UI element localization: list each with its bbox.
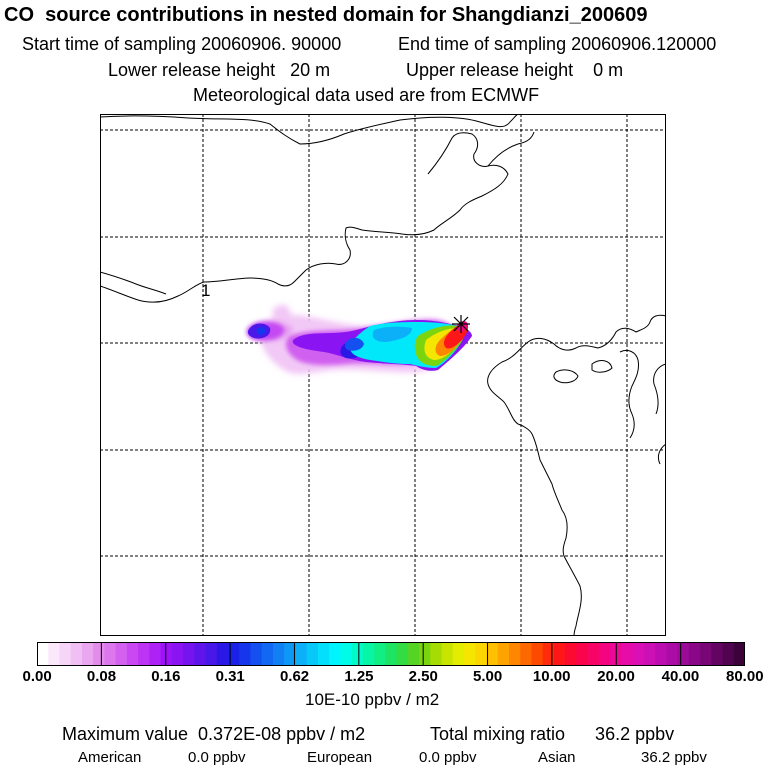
meteorological-data-label: Meteorological data used are from ECMWF: [193, 85, 540, 105]
receptor-marker: [452, 315, 470, 333]
colorbar-tick-label: 0.62: [279, 668, 310, 685]
colorbar: [37, 642, 745, 666]
asian-value: 36.2 ppbv: [641, 749, 707, 766]
map-grid: [100, 114, 666, 636]
colorbar-cell: [441, 642, 454, 666]
colorbar-cell: [81, 642, 94, 666]
colorbar-cell: [666, 642, 679, 666]
colorbar-cell: [216, 642, 229, 666]
coastlines: [100, 114, 666, 636]
lower-release-height-label: Lower release height 20 m: [108, 60, 331, 80]
colorbar-cell: [273, 642, 285, 666]
contour-label: 1: [201, 281, 210, 300]
colorbar-cell: [475, 642, 488, 666]
colorbar-cell: [239, 642, 252, 666]
colorbar-cell: [542, 642, 555, 666]
american-label: American: [78, 749, 142, 766]
colorbar-cell: [183, 642, 195, 666]
colorbar-cell: [655, 642, 667, 666]
colorbar-cell: [632, 642, 645, 666]
colorbar-cell: [138, 642, 150, 666]
colorbar-cell: [317, 642, 330, 666]
colorbar-cell: [553, 642, 566, 666]
colorbar-cell: [126, 642, 139, 666]
total-mixing-ratio-label: Total mixing ratio 36.2 ppbv: [430, 724, 675, 744]
map-panel: 1: [100, 114, 666, 636]
colorbar-tick-label: 0.16: [151, 668, 181, 685]
colorbar-cell: [452, 642, 465, 666]
colorbar-unit-label: 10E-10 ppbv / m2: [305, 690, 440, 709]
colorbar-cell: [509, 642, 521, 666]
colorbar-cell: [722, 642, 735, 666]
colorbar-cell: [306, 642, 319, 666]
colorbar-cell: [486, 642, 499, 666]
asian-label: Asian: [538, 749, 576, 766]
colorbar-cell: [407, 642, 420, 666]
colorbar-cell: [284, 642, 297, 666]
colorbar-tick-label: 0.31: [215, 668, 245, 685]
colorbar-cell: [464, 642, 476, 666]
colorbar-tick-label: 2.50: [408, 668, 438, 685]
colorbar-cell: [700, 642, 712, 666]
colorbar-tick-label: 1.25: [344, 668, 374, 685]
colorbar-tick-label: 20.00: [597, 668, 635, 685]
colorbar-cell: [396, 642, 409, 666]
colorbar-cell: [576, 642, 589, 666]
colorbar-cell: [598, 642, 611, 666]
colorbar-cell: [531, 642, 544, 666]
colorbar-tick-label: 10.00: [532, 668, 571, 685]
colorbar-cell: [362, 642, 375, 666]
colorbar-cell: [497, 642, 510, 666]
colorbar-tick-label: 0.00: [22, 668, 52, 685]
sampling-end-label: End time of sampling 20060906.120000: [398, 34, 717, 54]
colorbar-cell: [430, 642, 443, 666]
european-label: European: [307, 749, 373, 766]
european-value: 0.0 ppbv: [419, 749, 477, 766]
colorbar-cell: [59, 642, 72, 666]
colorbar-cell: [171, 642, 184, 666]
colorbar-cell: [520, 642, 533, 666]
colorbar-cell: [677, 642, 690, 666]
colorbar-cell: [711, 642, 724, 666]
colorbar-cell: [160, 642, 173, 666]
colorbar-cell: [93, 642, 106, 666]
colorbar-cell: [104, 642, 117, 666]
colorbar-cell: [621, 642, 634, 666]
maximum-value-label: Maximum value 0.372E-08 ppbv / m2: [62, 724, 366, 744]
colorbar-cell: [688, 642, 701, 666]
colorbar-cell: [194, 642, 207, 666]
colorbar-cell: [643, 642, 656, 666]
colorbar-cell: [250, 642, 263, 666]
colorbar-cell: [70, 642, 83, 666]
upper-release-height-label: Upper release height 0 m: [406, 60, 624, 80]
colorbar-cell: [149, 642, 162, 666]
colorbar-cell: [733, 642, 745, 666]
colorbar-cell: [587, 642, 600, 666]
colorbar-cell: [329, 642, 342, 666]
colorbar-cell: [340, 642, 353, 666]
american-value: 0.0 ppbv: [188, 749, 246, 766]
colorbar-tick-label: 40.00: [661, 668, 700, 685]
colorbar-cell: [205, 642, 218, 666]
sampling-start-label: Start time of sampling 20060906. 90000: [22, 34, 342, 54]
colorbar-tick-label: 5.00: [473, 668, 503, 685]
colorbar-tick-label: 80.00: [726, 668, 764, 685]
colorbar-cell: [115, 642, 128, 666]
colorbar-cell: [385, 642, 398, 666]
colorbar-cell: [228, 642, 240, 666]
colorbar-cell: [48, 642, 61, 666]
colorbar-cell: [261, 642, 274, 666]
colorbar-cell: [37, 642, 49, 666]
colorbar-tick-label: 0.08: [86, 668, 117, 685]
plot-title: CO source contributions in nested domain…: [4, 4, 648, 26]
colorbar-cell: [295, 642, 308, 666]
concentration-plume: [246, 304, 472, 375]
colorbar-cell: [351, 642, 364, 666]
colorbar-cell: [374, 642, 386, 666]
colorbar-cell: [565, 642, 578, 666]
colorbar-cell: [419, 642, 431, 666]
